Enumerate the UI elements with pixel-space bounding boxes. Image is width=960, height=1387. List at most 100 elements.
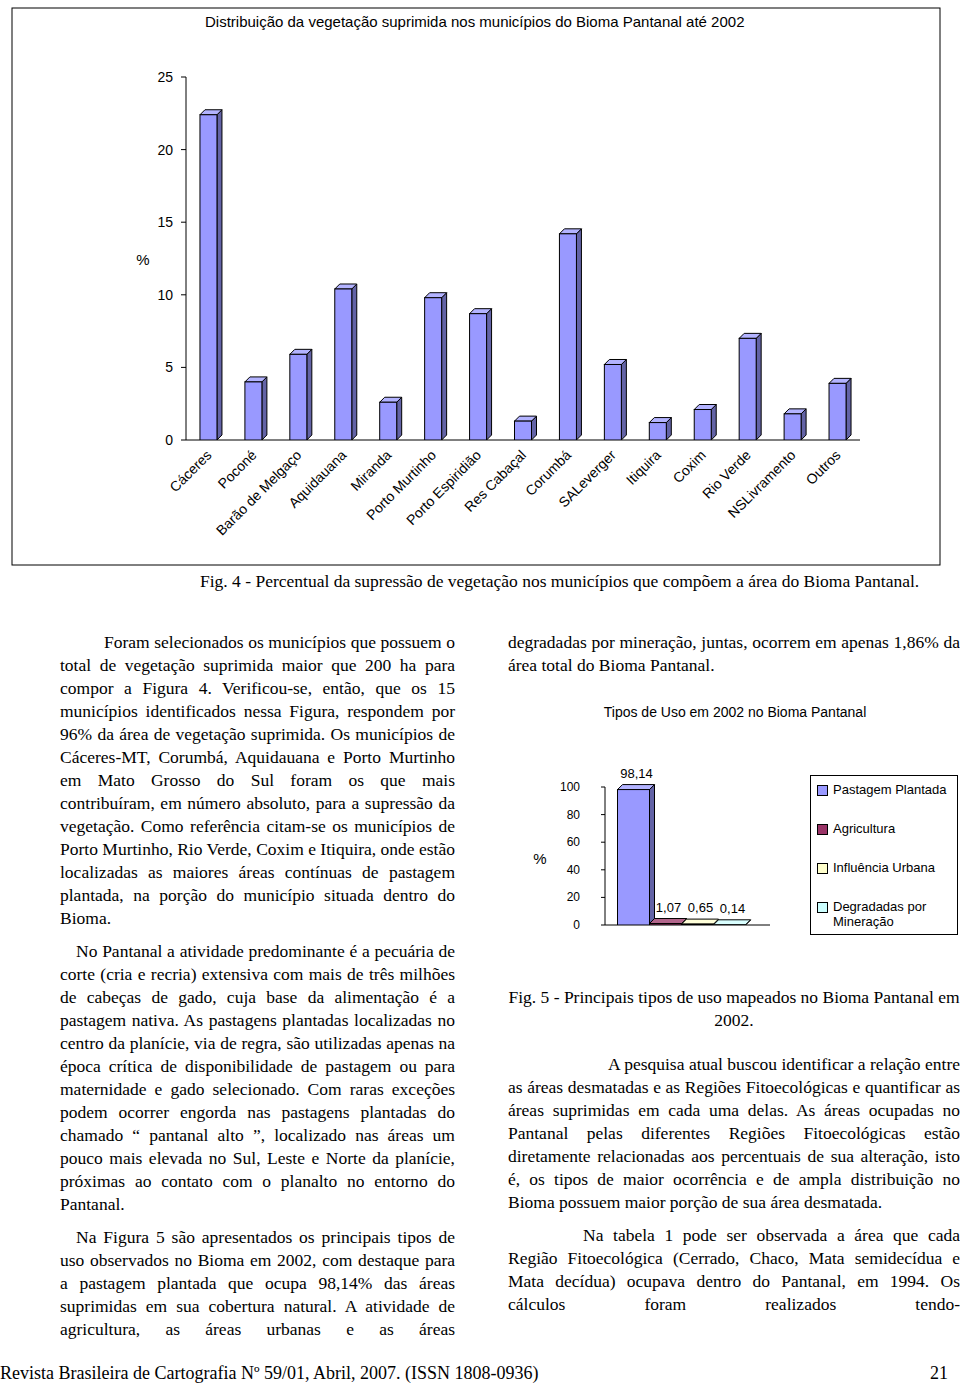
- y-tick: [601, 925, 605, 926]
- bar: [559, 234, 576, 440]
- bar-side: [576, 229, 581, 440]
- bar: [618, 790, 650, 925]
- bar: [200, 115, 217, 440]
- y-tick-label: 20: [157, 142, 173, 158]
- y-tick: [601, 897, 605, 898]
- bar: [245, 382, 262, 440]
- data-label: 0,14: [720, 901, 745, 916]
- bar-side: [487, 309, 492, 440]
- x-tick-label: Coxim: [669, 447, 708, 486]
- y-tick-label: 0: [165, 432, 173, 448]
- chart-frame: [12, 8, 940, 565]
- y-axis-label: %: [533, 850, 546, 867]
- y-tick: [181, 367, 186, 368]
- y-tick: [601, 787, 605, 788]
- bar-side: [846, 378, 851, 440]
- chart-title: Tipos de Uso em 2002 no Bioma Pantanal: [604, 704, 867, 720]
- paragraph: Na Figura 5 são apresentados os principa…: [60, 1226, 455, 1341]
- bar-top: [682, 919, 719, 924]
- paragraph: Foram selecionados os municípios que pos…: [60, 631, 455, 930]
- x-tick-label: Res Cabaçal: [461, 447, 529, 515]
- y-tick-label: 20: [567, 890, 581, 904]
- bar: [604, 364, 621, 440]
- y-tick-label: 25: [157, 69, 173, 85]
- y-tick: [601, 869, 605, 870]
- bar: [739, 338, 756, 440]
- y-axis-label: %: [136, 251, 149, 268]
- bar-top: [739, 333, 761, 338]
- bar: [694, 410, 711, 440]
- legend-label: Pastagem Plantada: [833, 782, 946, 797]
- bar-side: [217, 110, 222, 440]
- footer: Revista Brasileira de Cartografia Nº 59/…: [0, 1362, 539, 1385]
- bar: [650, 924, 682, 925]
- bar-top: [245, 377, 267, 382]
- bar-side: [262, 377, 267, 440]
- chart-title: Distribuição da vegetação suprimida nos …: [205, 13, 745, 30]
- x-tick-label: SALeverger: [555, 447, 619, 511]
- figure-caption: Fig. 4 - Percentual da supressão de vege…: [200, 570, 919, 593]
- bar: [829, 383, 846, 440]
- y-tick: [181, 77, 186, 78]
- y-tick: [181, 294, 186, 295]
- bar: [784, 414, 801, 440]
- data-label: 98,14: [620, 766, 653, 781]
- legend-label: Agricultura: [833, 821, 895, 836]
- bar: [515, 421, 532, 440]
- bars: [200, 110, 851, 440]
- legend-swatch: [817, 863, 828, 874]
- legend-swatch: [817, 824, 828, 835]
- x-tick-label: Cáceres: [166, 447, 214, 495]
- page-number: 21: [930, 1362, 948, 1385]
- y-axis: [186, 77, 187, 440]
- legend-item: Pastagem Plantada: [817, 782, 953, 797]
- y-tick: [601, 814, 605, 815]
- legend-label: Degradadas por Mineração: [833, 899, 953, 929]
- data-label: 0,65: [688, 900, 713, 915]
- y-tick: [181, 149, 186, 150]
- paragraph: No Pantanal a atividade predominante é a…: [60, 940, 455, 1216]
- y-axis: [605, 787, 606, 925]
- x-tick-label: Porto Espiridião: [403, 447, 484, 528]
- y-tick-label: 60: [567, 835, 581, 849]
- bar-side: [711, 405, 716, 440]
- x-tick-label: Barão de Melgaço: [213, 447, 305, 539]
- bar-top: [604, 359, 626, 364]
- bar: [335, 289, 352, 440]
- bar: [380, 402, 397, 440]
- legend-item: Influência Urbana: [817, 860, 953, 875]
- legend-swatch: [817, 785, 828, 796]
- bars: [618, 785, 751, 925]
- bar: [425, 298, 442, 440]
- bar-top: [559, 229, 581, 234]
- bar-top: [618, 785, 655, 790]
- bar-top: [290, 349, 312, 354]
- bar-top: [714, 920, 751, 925]
- y-tick-label: 15: [157, 214, 173, 230]
- y-tick-label: 100: [560, 780, 580, 794]
- bar-top: [694, 405, 716, 410]
- y-tick-label: 40: [567, 863, 581, 877]
- bar-side: [650, 785, 655, 925]
- bar-top: [829, 378, 851, 383]
- paragraph: Na tabela 1 pode ser observada a área qu…: [508, 1224, 960, 1316]
- x-tick-label: Outros: [803, 447, 844, 488]
- bar: [682, 924, 714, 925]
- bar-top: [470, 309, 492, 314]
- bar-top: [649, 418, 671, 423]
- y-tick-label: 0: [573, 918, 580, 932]
- bar-top: [200, 110, 222, 115]
- bar: [290, 354, 307, 440]
- bar: [470, 314, 487, 440]
- text-column: Foram selecionados os municípios que pos…: [60, 631, 455, 1351]
- data-label: 1,07: [656, 900, 681, 915]
- x-tick-label: Aquidauana: [285, 447, 349, 511]
- bar-top: [380, 397, 402, 402]
- bar-side: [397, 397, 402, 440]
- y-tick-label: 10: [157, 287, 173, 303]
- legend-item: Agricultura: [817, 821, 953, 836]
- x-tick-label: NSLivramento: [725, 447, 799, 521]
- text-column: A pesquisa atual buscou identificar a re…: [508, 1053, 960, 1326]
- y-tick-label: 5: [165, 359, 173, 375]
- bar-side: [352, 284, 357, 440]
